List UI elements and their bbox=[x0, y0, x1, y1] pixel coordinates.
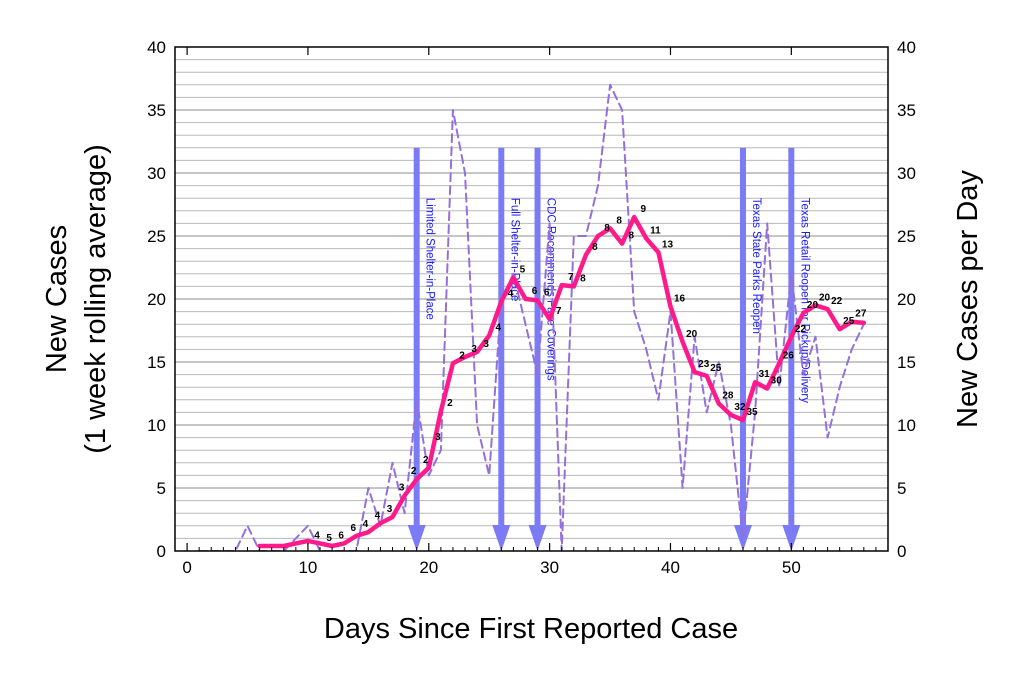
y-tick-label-right: 30 bbox=[897, 164, 916, 183]
data-label: 3 bbox=[471, 344, 477, 355]
y-tick-label-right: 15 bbox=[897, 353, 916, 372]
annotation-label: Texas State Parks Reopen bbox=[750, 198, 762, 334]
y-tick-label-right: 10 bbox=[897, 416, 916, 435]
x-tick-label: 40 bbox=[661, 558, 680, 577]
data-label: 4 bbox=[508, 289, 514, 300]
data-label: 35 bbox=[747, 407, 759, 418]
y-tick-label-left: 10 bbox=[147, 416, 166, 435]
data-label: 8 bbox=[592, 242, 598, 253]
data-label: 22 bbox=[831, 296, 843, 307]
data-label: 23 bbox=[698, 359, 710, 370]
x-tick-label: 50 bbox=[782, 558, 801, 577]
data-label: 20 bbox=[686, 329, 698, 340]
plot-frame bbox=[174, 46, 889, 552]
y-tick-label-left: 30 bbox=[147, 164, 166, 183]
y-tick-label-right: 20 bbox=[897, 290, 916, 309]
data-label: 5 bbox=[520, 265, 526, 276]
data-label: 25 bbox=[710, 363, 722, 374]
data-label: 5 bbox=[326, 533, 332, 544]
y-tick-label-right: 40 bbox=[897, 38, 916, 57]
data-label: 27 bbox=[855, 309, 867, 320]
data-label: 2 bbox=[423, 455, 429, 466]
y-tick-label-left: 25 bbox=[147, 227, 166, 246]
annotation-arrow-shaft bbox=[739, 147, 746, 530]
data-label: 11 bbox=[650, 226, 661, 237]
rolling-average-line bbox=[257, 214, 867, 549]
annotation-arrow-head bbox=[528, 525, 547, 551]
data-label: 30 bbox=[771, 375, 783, 386]
data-label: 8 bbox=[628, 231, 634, 242]
y-tick-label-left: 40 bbox=[147, 38, 166, 57]
data-label: 28 bbox=[722, 391, 734, 402]
x-tick-label: 10 bbox=[298, 558, 317, 577]
annotation-arrow-shaft bbox=[498, 147, 505, 530]
data-label: 32 bbox=[734, 402, 746, 413]
x-tick-label: 20 bbox=[419, 558, 438, 577]
data-label: 6 bbox=[338, 530, 344, 541]
y-axis-title-left-line1: New Cases bbox=[41, 225, 73, 373]
data-label: 3 bbox=[399, 483, 405, 494]
data-label: 9 bbox=[641, 204, 647, 215]
y-axis-title-left-line2: (1 week rolling average) bbox=[80, 144, 112, 453]
data-label: 4 bbox=[496, 323, 502, 334]
data-label: 8 bbox=[616, 215, 622, 226]
data-label: 16 bbox=[674, 294, 686, 305]
data-label: 26 bbox=[783, 350, 795, 361]
y-tick-label-left: 15 bbox=[147, 353, 166, 372]
data-label: 4 bbox=[314, 530, 320, 541]
data-label: 3 bbox=[483, 339, 489, 350]
data-label: 4 bbox=[363, 519, 369, 530]
y-tick-label-right: 25 bbox=[897, 227, 916, 246]
data-label: 6 bbox=[544, 287, 550, 298]
annotation-label: Limited Shelter-in-Place bbox=[424, 198, 436, 320]
daily-cases-line bbox=[198, 83, 865, 551]
annotation-label: Full Shelter-in-Place bbox=[508, 198, 520, 302]
data-label: 7 bbox=[556, 306, 562, 317]
data-label: 6 bbox=[532, 286, 538, 297]
data-label: 20 bbox=[819, 292, 831, 303]
y-tick-label-left: 20 bbox=[147, 290, 166, 309]
annotation-arrow-head bbox=[407, 525, 426, 551]
y-tick-label-right: 0 bbox=[897, 542, 906, 561]
annotation-arrow-head bbox=[782, 525, 801, 551]
series bbox=[198, 83, 867, 551]
y-tick-label-left: 35 bbox=[147, 101, 166, 120]
y-tick-label-left: 0 bbox=[157, 542, 166, 561]
x-tick-label: 30 bbox=[540, 558, 559, 577]
annotation-arrow-shaft bbox=[534, 147, 541, 530]
y-tick-label-right: 35 bbox=[897, 101, 916, 120]
data-label: 7 bbox=[568, 272, 574, 283]
data-label: 22 bbox=[795, 324, 807, 335]
data-label: 8 bbox=[604, 223, 610, 234]
data-label: 2 bbox=[459, 350, 465, 361]
data-label: 13 bbox=[662, 239, 674, 250]
data-label: 8 bbox=[580, 273, 586, 284]
data-label: 2 bbox=[411, 466, 417, 477]
data-label: 25 bbox=[843, 316, 855, 327]
annotation-arrow-head bbox=[733, 525, 752, 551]
x-axis-title: Days Since First Reported Case bbox=[324, 613, 738, 645]
data-label: 2 bbox=[447, 398, 453, 409]
data-label: 20 bbox=[807, 300, 819, 311]
y-axis-title-right: New Cases per Day bbox=[952, 170, 984, 428]
annotation-arrow-shaft bbox=[413, 147, 420, 530]
data-label: 6 bbox=[350, 523, 356, 534]
annotation-arrow-head bbox=[492, 525, 511, 551]
data-label: 31 bbox=[759, 369, 771, 380]
y-tick-label-right: 5 bbox=[897, 479, 906, 498]
y-tick-label-left: 5 bbox=[157, 479, 166, 498]
x-tick-label: 0 bbox=[182, 558, 191, 577]
data-label: 4 bbox=[375, 510, 381, 521]
data-label: 3 bbox=[387, 504, 393, 515]
data-label: 3 bbox=[435, 432, 441, 443]
